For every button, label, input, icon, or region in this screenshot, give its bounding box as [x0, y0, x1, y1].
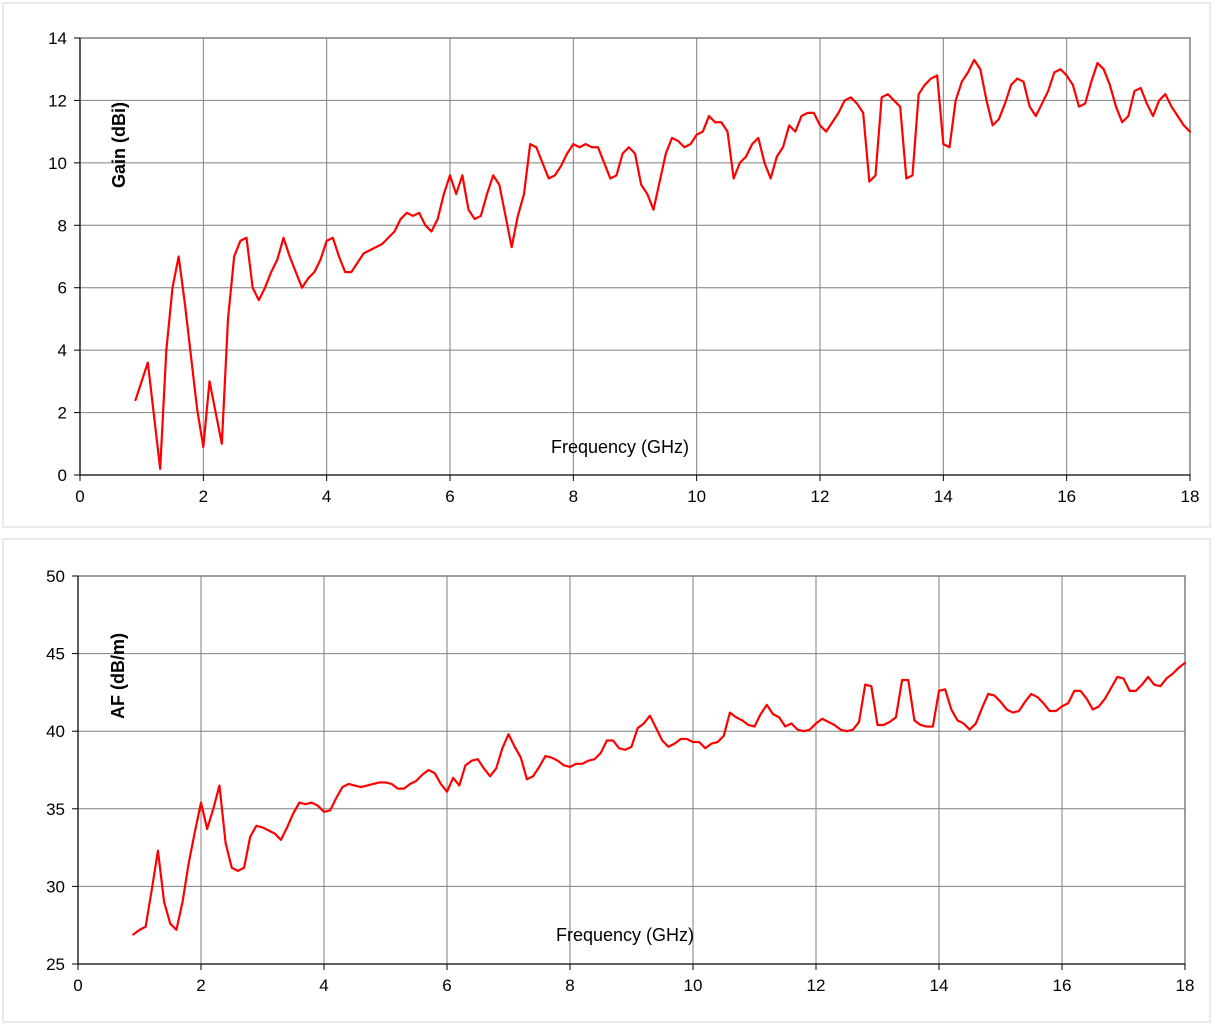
chart1-x-tick-label: 16 [1053, 976, 1072, 995]
chart1-x-tick-label: 18 [1176, 976, 1195, 995]
chart1-series-line-0 [132, 661, 1187, 936]
chart1-x-tick-label: 4 [319, 976, 328, 995]
chart0-x-tick-label: 10 [687, 487, 706, 506]
chart1-plot-border [77, 575, 1186, 965]
gain-chart: 0 2 4 6 8 10 12 14 16 18 0 2 4 6 8 10 12 14 Frequency (GHz… [48, 29, 1200, 506]
chart0-y-tick-label: 4 [58, 341, 67, 360]
chart1-y-tick-label: 40 [46, 722, 65, 741]
chart1-x-tick-label: 0 [73, 976, 82, 995]
gain-chart-panel: 0 2 4 6 8 10 12 14 16 18 0 2 4 6 8 10 12 14 Frequency (GHz… [2, 2, 1211, 528]
chart1-y-tick-label: 35 [46, 800, 65, 819]
chart1-x-tick-label: 6 [442, 976, 451, 995]
chart1-y-tick-label: 50 [46, 567, 65, 586]
chart1-x-tick-label: 14 [930, 976, 949, 995]
chart0-y-tick-label: 8 [58, 216, 67, 235]
chart1-y-tick-label: 25 [46, 955, 65, 974]
chart0-y-tick-label: 10 [48, 154, 67, 173]
chart0-x-tick-label: 6 [445, 487, 454, 506]
chart1-y-axis-label: AF (dB/m) [108, 633, 128, 719]
chart0-y-tick-label: 6 [58, 279, 67, 298]
chart0-y-tick-label: 14 [48, 29, 67, 48]
gain-chart-frame [2, 2, 1211, 528]
chart0-x-tick-label: 14 [934, 487, 953, 506]
chart0-series-line-0 [134, 58, 1192, 470]
chart1-x-tick-label: 10 [684, 976, 703, 995]
chart1-x-tick-label: 8 [565, 976, 574, 995]
chart0-x-axis-label: Frequency (GHz) [551, 437, 689, 457]
chart1-y-tick-label: 30 [46, 877, 65, 896]
chart0-x-tick-label: 2 [199, 487, 208, 506]
af-chart-panel: 0 2 4 6 8 10 12 14 16 18 25 30 35 40 45 50 Frequency (GH… [0, 536, 1213, 1025]
chart0-x-tick-label: 18 [1181, 487, 1200, 506]
chart0-x-tick-label: 12 [811, 487, 830, 506]
chart0-y-tick-label: 0 [58, 466, 67, 485]
chart0-y-tick-label: 2 [58, 404, 67, 423]
chart0-y-tick-label: 12 [48, 91, 67, 110]
chart1-x-tick-label: 2 [196, 976, 205, 995]
chart0-y-axis-label: Gain (dBi) [109, 102, 129, 188]
chart1-x-axis-label: Frequency (GHz) [556, 925, 694, 945]
chart1-y-tick-label: 45 [46, 645, 65, 664]
chart0-x-tick-label: 0 [75, 487, 84, 506]
chart0-x-tick-label: 8 [569, 487, 578, 506]
chart1-x-tick-label: 12 [807, 976, 826, 995]
af-chart: 0 2 4 6 8 10 12 14 16 18 25 30 35 40 45 50 Frequency (GH… [46, 567, 1195, 995]
af-chart-frame [2, 538, 1211, 1023]
chart0-x-tick-label: 4 [322, 487, 331, 506]
chart0-x-tick-label: 16 [1057, 487, 1076, 506]
chart0-plot-border [79, 37, 1191, 476]
